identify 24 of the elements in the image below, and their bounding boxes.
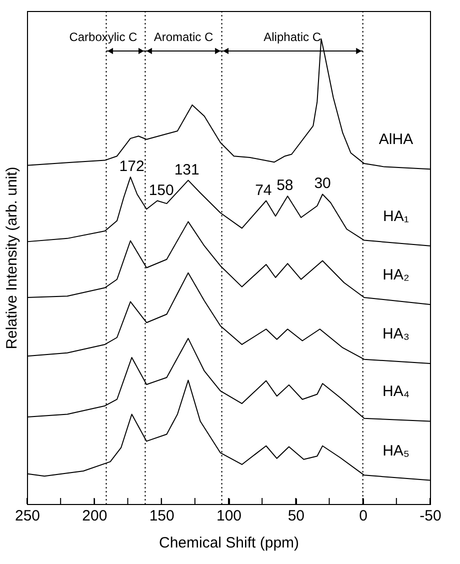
x-tick-label: 0 (359, 508, 368, 524)
annotation: Aromatic C (154, 30, 214, 44)
x-tick-label: 250 (14, 508, 40, 524)
annotation: Carboxylic C (69, 30, 138, 44)
annotation: 74 (255, 182, 272, 199)
x-tick-label: 200 (82, 508, 108, 524)
x-axis-title: Chemical Shift (ppm) (158, 534, 300, 552)
annotation: 172 (119, 158, 144, 176)
x-tick-label: -50 (420, 508, 442, 524)
series-label: HA₁ (383, 208, 409, 225)
series-label: HA₃ (382, 326, 410, 343)
annotation: Aliphatic C (264, 30, 322, 44)
annotation: 131 (174, 161, 200, 178)
series-label: HA₅ (382, 442, 410, 460)
y-axis-title: Relative Intensity (arb. unit) (4, 166, 20, 350)
annotation: 30 (314, 175, 331, 192)
x-tick-label: 100 (216, 508, 242, 524)
annotation: 150 (148, 182, 174, 199)
annotation: 58 (276, 177, 294, 194)
series-label: HA₂ (382, 266, 410, 284)
series-label: HA₄ (382, 383, 410, 400)
x-tick-label: 150 (149, 508, 174, 524)
x-tick-label: 50 (288, 508, 305, 524)
series-label: AlHA (378, 131, 414, 148)
